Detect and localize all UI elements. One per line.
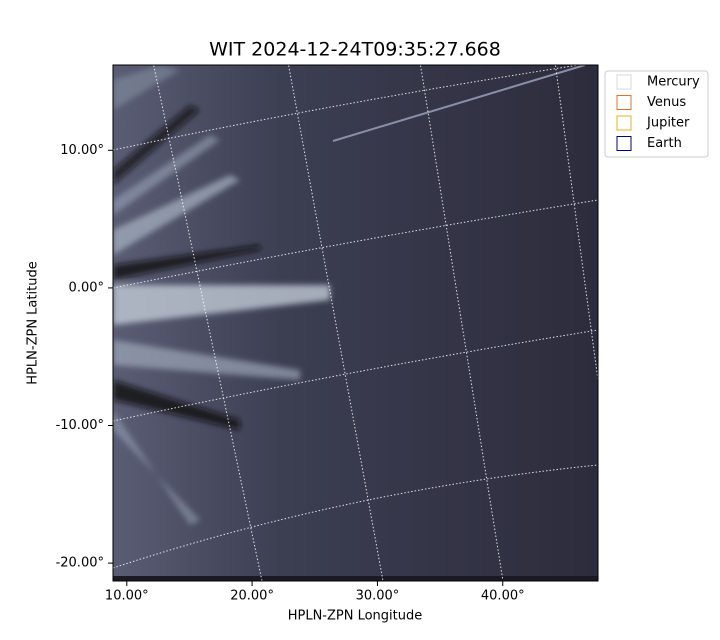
plot-frame: [112, 64, 599, 582]
x-tick-label: 10.00°: [105, 589, 149, 604]
grid-curve: [419, 65, 504, 581]
legend-label: Venus: [647, 95, 686, 110]
streak: [113, 380, 240, 430]
legend-swatch: [616, 95, 632, 110]
streaks: [113, 65, 330, 525]
legend-label: Jupiter: [646, 116, 690, 131]
legend-swatch: [616, 136, 632, 151]
legend-swatch: [616, 74, 632, 90]
legend-label: Mercury: [647, 75, 700, 90]
streak: [113, 65, 180, 110]
legend-swatch: [616, 115, 632, 131]
x-axis-label: HPLN-ZPN Longitude: [288, 609, 423, 624]
streak: [113, 175, 240, 255]
grid-curve: [113, 464, 598, 569]
x-tick-label: 20.00°: [230, 589, 274, 604]
grid-curve: [113, 329, 598, 422]
legend: [604, 70, 709, 158]
grid-curve: [153, 65, 263, 581]
trail: [332, 65, 586, 142]
y-tick-label: 10.00°: [60, 143, 104, 158]
grid-curve: [113, 65, 582, 151]
streak: [113, 245, 260, 280]
streak: [113, 340, 300, 380]
streak: [113, 135, 220, 215]
y-tick-label: 0.00°: [69, 280, 104, 295]
image-background: [113, 65, 598, 581]
streak: [113, 410, 200, 525]
streak: [113, 285, 330, 325]
image: [113, 65, 598, 581]
y-tick-label: -20.00°: [56, 556, 104, 571]
y-axis-label: HPLN-ZPN Latitude: [26, 261, 41, 384]
image-edge: [113, 576, 598, 581]
grid-curve: [113, 199, 598, 289]
x-tick-label: 40.00°: [481, 589, 525, 604]
grid-curve: [288, 65, 384, 581]
chart-title: WIT 2024-12-24T09:35:27.668: [209, 39, 501, 61]
x-tick-label: 30.00°: [356, 589, 400, 604]
legend-label: Earth: [647, 136, 682, 151]
streak: [113, 105, 200, 185]
y-tick-label: -10.00°: [56, 418, 104, 433]
grid-curve: [554, 65, 598, 381]
